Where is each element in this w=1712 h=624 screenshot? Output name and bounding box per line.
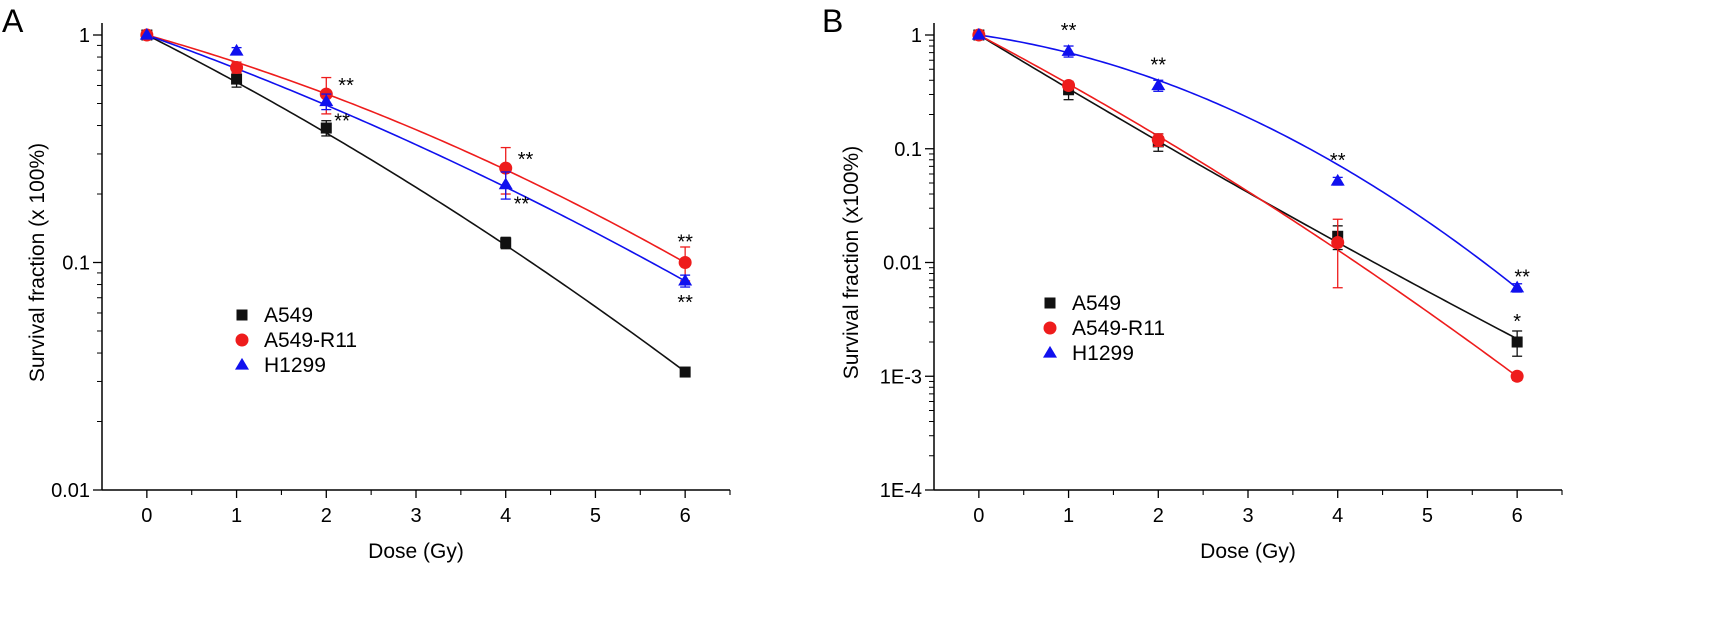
data-point-a549 [1511, 336, 1523, 348]
legend-marker-a549 [236, 309, 248, 321]
x-tick-label: 5 [590, 505, 601, 527]
legend-marker-a549-r11 [235, 333, 249, 347]
data-point-a549-r11 [1062, 78, 1076, 92]
data-point-a549 [320, 122, 332, 134]
data-point-h1299 [498, 177, 513, 190]
data-point-a549-r11 [1510, 369, 1524, 383]
fit-curve-h1299 [146, 34, 686, 282]
data-point-a549-r11 [230, 60, 244, 74]
y-axis-label: Survival fraction (x100%) [840, 146, 863, 379]
fit-curve-h1299 [978, 34, 1518, 289]
data-point-h1299 [1061, 44, 1076, 56]
data-point-h1299 [1151, 78, 1166, 91]
data-point-h1299 [319, 94, 334, 107]
x-axis-label: Dose (Gy) [1200, 540, 1296, 563]
data-point-h1299 [139, 27, 154, 40]
x-tick-label: 5 [1422, 505, 1433, 527]
panel-label: A [2, 3, 24, 39]
significance-label: ** [677, 232, 693, 254]
significance-label: ** [1150, 54, 1166, 76]
x-tick-label: 1 [1063, 505, 1074, 527]
panel-a: A 0 1 2 3 4 5 6 1 0.1 0.01 Dose (Gy) Survival fracti… [2, 3, 731, 563]
legend-label-a549-r11: A549-R11 [1072, 317, 1165, 340]
x-tick-label: 2 [1153, 505, 1164, 527]
significance-label: ** [514, 194, 530, 216]
x-tick-label: 4 [500, 505, 511, 527]
y-tick-label: 1E-4 [880, 480, 922, 502]
x-tick-label: 6 [1512, 505, 1523, 527]
legend-label-h1299: H1299 [264, 354, 326, 377]
x-tick-label: 3 [1242, 505, 1253, 527]
significance-label: ** [334, 111, 350, 133]
x-tick-label: 2 [321, 505, 332, 527]
significance-label: ** [1514, 267, 1530, 289]
x-axis-label: Dose (Gy) [368, 540, 464, 563]
data-point-a549 [231, 73, 243, 85]
y-tick-label: 0.01 [883, 253, 922, 275]
legend-marker-h1299 [235, 357, 249, 370]
data-point-h1299 [1510, 280, 1525, 293]
x-tick-label: 0 [141, 505, 152, 527]
x-tick-label: 0 [973, 505, 984, 527]
fit-curve-a549 [146, 34, 686, 373]
significance-label: * [1513, 311, 1521, 333]
x-tick-label: 3 [410, 505, 421, 527]
legend-label-a549-r11: A549-R11 [264, 329, 357, 352]
y-tick-label: 0.1 [894, 139, 922, 161]
legend-label-h1299: H1299 [1072, 342, 1134, 365]
x-tick-label: 4 [1332, 505, 1343, 527]
data-point-a549 [500, 237, 512, 249]
significance-label: ** [1061, 20, 1077, 42]
y-axis-label: Survival fraction (x 100%) [26, 143, 49, 382]
y-tick-label: 1 [911, 25, 922, 47]
panel-label: B [822, 3, 843, 39]
y-tick-label: 0.01 [51, 480, 90, 502]
legend-marker-h1299 [1043, 345, 1057, 358]
panel-b: B 0 1 2 3 4 5 6 1 0.1 0.01 1E-3 1E-4 Dose (Gy) Surviva… [822, 3, 1563, 563]
x-tick-label: 6 [680, 505, 691, 527]
data-point-h1299 [1330, 173, 1345, 186]
data-point-a549-r11 [1151, 133, 1165, 147]
significance-label: ** [518, 149, 534, 171]
legend-marker-a549-r11 [1043, 321, 1057, 335]
legend-label-a549: A549 [264, 304, 313, 327]
data-point-h1299 [678, 273, 693, 286]
legend-label-a549: A549 [1072, 292, 1121, 315]
y-tick-label: 1 [79, 25, 90, 47]
data-point-a549-r11 [678, 256, 692, 269]
fit-curve-a549 [978, 34, 1518, 340]
data-point-a549 [679, 366, 691, 378]
x-tick-label: 1 [231, 505, 242, 527]
fit-curve-a549-r11 [146, 34, 686, 264]
significance-label: ** [338, 75, 354, 97]
significance-label: ** [1330, 150, 1346, 172]
y-tick-label: 0.1 [62, 253, 90, 275]
y-tick-label: 1E-3 [880, 366, 922, 388]
fit-curve-a549-r11 [978, 34, 1518, 378]
legend-marker-a549 [1044, 297, 1056, 309]
data-point-a549-r11 [1331, 235, 1345, 249]
data-point-h1299 [971, 27, 986, 40]
significance-label: ** [677, 292, 693, 314]
data-point-h1299 [229, 43, 244, 56]
